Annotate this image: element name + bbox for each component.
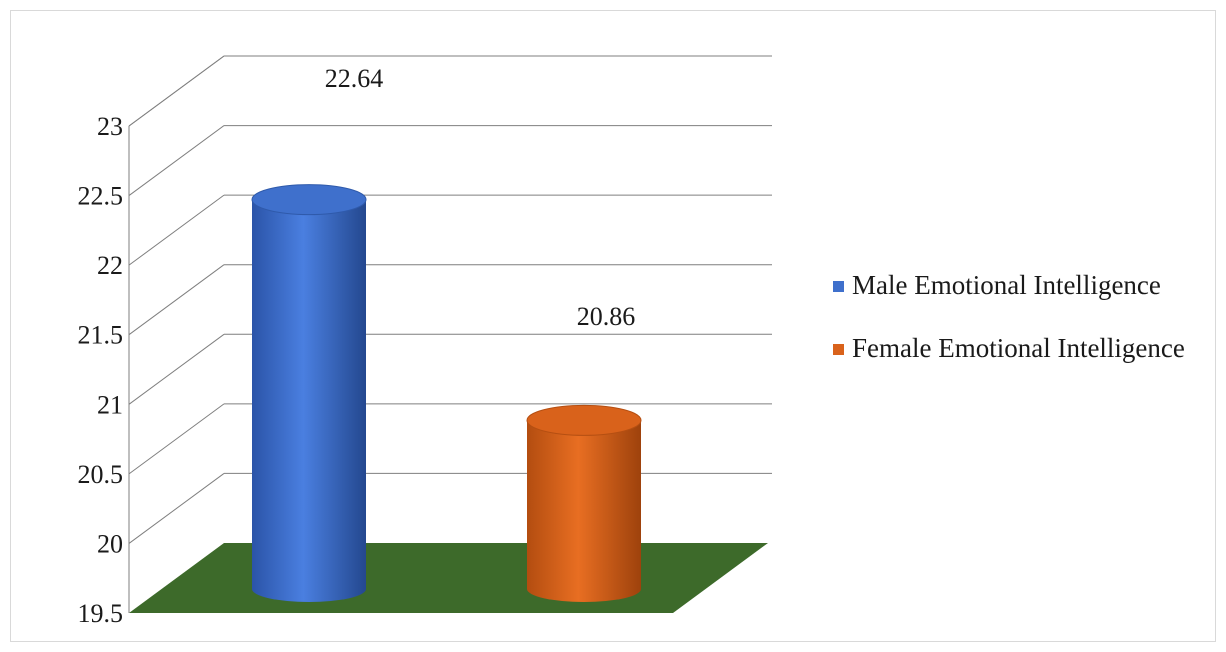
bars-layer (251, 184, 642, 602)
legend-label-male: Male Emotional Intelligence (852, 270, 1161, 300)
chart-frame: 19.5 20 20.5 21 21.5 22 22.5 23 22.64 20.86 Male… (10, 10, 1216, 642)
legend-swatch-male (833, 281, 844, 292)
bar-cylinder-body (527, 420, 641, 602)
bar-male (251, 184, 367, 602)
gridline-diagonal (128, 403, 225, 475)
data-label: 20.86 (577, 302, 636, 331)
bar-female (526, 404, 642, 602)
bar-cylinder-body (252, 199, 366, 602)
y-tick-label: 19.5 (78, 599, 124, 628)
gridline-diagonal (128, 473, 225, 544)
chart-canvas: 19.5 20 20.5 21 21.5 22 22.5 23 22.64 20.86 (78, 55, 772, 628)
gridline-diagonal-top (128, 55, 225, 127)
legend: Male Emotional Intelligence Female Emoti… (833, 269, 1223, 395)
labels-layer: 22.64 20.86 (325, 64, 636, 331)
data-label: 22.64 (325, 64, 384, 93)
axes-layer: 19.5 20 20.5 21 21.5 22 22.5 23 (78, 55, 772, 628)
chart-floor (129, 543, 768, 613)
y-tick-label: 20.5 (78, 460, 124, 489)
y-tick-label: 21 (97, 390, 123, 419)
legend-label-female: Female Emotional Intelligence (852, 333, 1185, 363)
bar-cylinder-cap (251, 184, 367, 216)
bar-cylinder-cap (526, 404, 642, 436)
y-tick-label: 21.5 (78, 321, 124, 350)
y-tick-label: 22 (97, 251, 123, 280)
gridline-diagonal (128, 194, 225, 266)
gridline-diagonal (128, 125, 225, 196)
y-tick-label: 22.5 (78, 182, 124, 211)
y-tick-label: 20 (97, 529, 123, 558)
gridline-diagonal (128, 333, 225, 405)
y-tick-label: 23 (97, 112, 123, 141)
legend-swatch-female (833, 344, 844, 355)
gridline-diagonal (128, 264, 225, 336)
legend-item-male: Male Emotional Intelligence (833, 269, 1223, 302)
legend-item-female: Female Emotional Intelligence (833, 332, 1223, 365)
